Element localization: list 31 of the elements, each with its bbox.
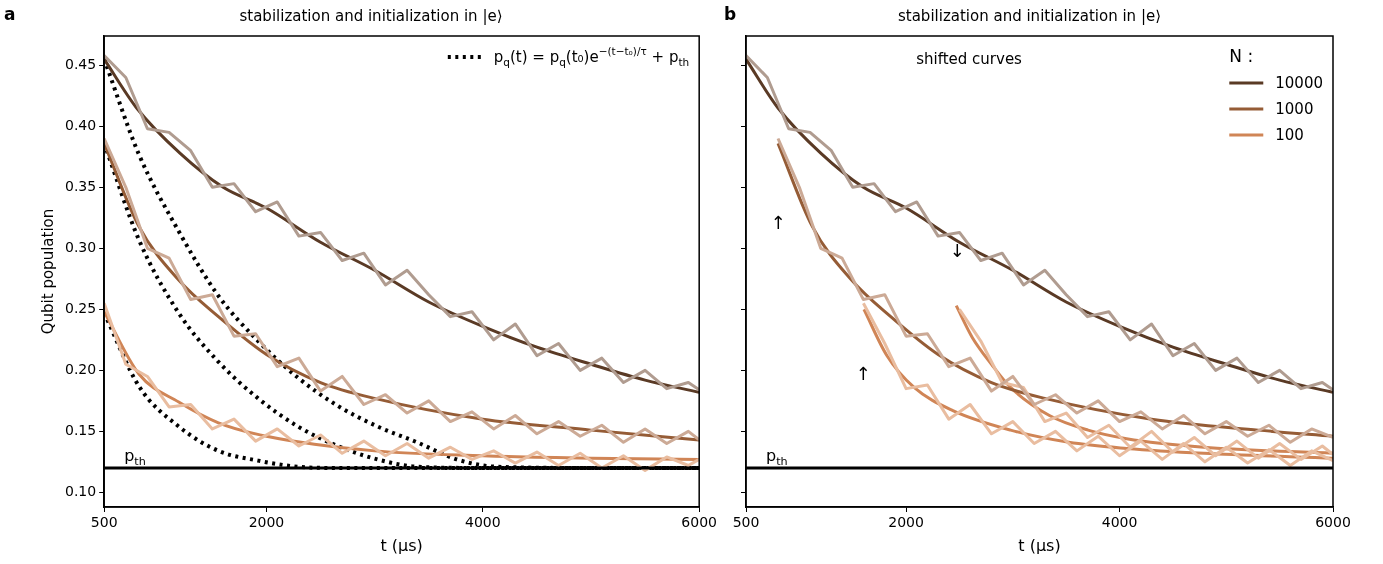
x-tick-label: 6000 (1315, 514, 1351, 531)
y-axis-title: Qubit population (38, 208, 57, 335)
legend-label: 1000 (1275, 100, 1314, 118)
text: a (4, 4, 16, 24)
y-tick-label: 0.25 (65, 299, 97, 316)
x-tick-label: 2000 (888, 514, 924, 531)
chart-title: stabilization and initialization in |e⟩ (897, 6, 1162, 25)
y-tick-label: 0.15 (65, 421, 97, 438)
y-tick-label: 0.20 (65, 360, 97, 377)
legend-label: 10000 (1275, 74, 1323, 92)
x-tick-label: 500 (90, 514, 118, 531)
x-axis-title: t (μs) (1018, 535, 1061, 555)
text: b (724, 4, 737, 24)
legend-title: N : (1229, 46, 1254, 66)
chart-title: stabilization and initialization in |e⟩ (239, 6, 503, 25)
y-tick-label: 0.45 (65, 55, 97, 72)
x-tick-label: 4000 (465, 514, 501, 531)
x-axis-title: t (μs) (380, 535, 423, 555)
x-tick-label: 4000 (1101, 514, 1138, 531)
x-tick-label: 6000 (681, 514, 718, 531)
legend-label: 100 (1275, 126, 1304, 144)
annotation: ↓ (949, 240, 965, 262)
annotation: ↑ (770, 212, 786, 234)
annotation: shifted curves (916, 50, 1023, 68)
y-tick-label: 0.40 (65, 116, 97, 133)
x-tick-label: 500 (732, 514, 760, 531)
y-tick-label: 0.10 (65, 483, 97, 499)
y-tick-label: 0.30 (65, 238, 97, 255)
annotation: ↑ (855, 362, 871, 384)
y-tick-label: 0.35 (65, 177, 97, 194)
x-tick-label: 2000 (248, 514, 285, 531)
